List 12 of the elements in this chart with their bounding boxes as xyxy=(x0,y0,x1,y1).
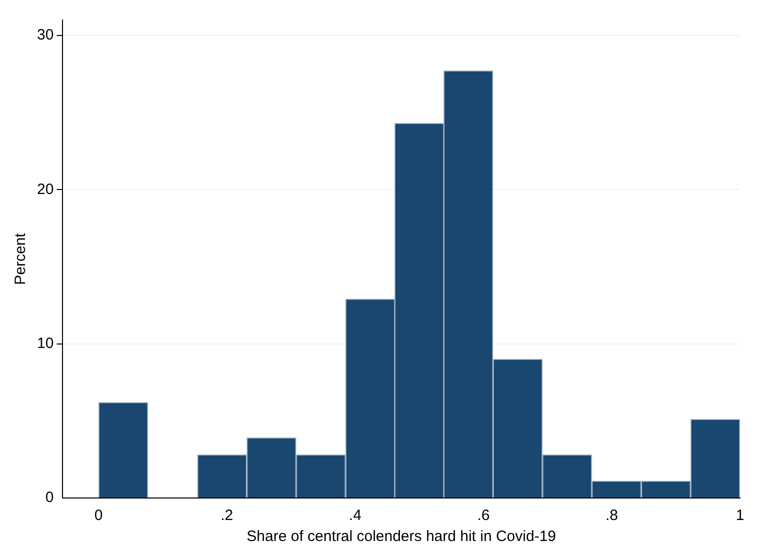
x-tick-label: .6 xyxy=(477,507,490,524)
x-tick-label: .8 xyxy=(605,507,618,524)
y-tick-label: 0 xyxy=(45,489,54,506)
x-tick-label: 0 xyxy=(94,507,103,524)
y-axis-title: Percent xyxy=(12,232,30,285)
x-tick-label: .4 xyxy=(348,507,362,524)
y-tick-label: 10 xyxy=(36,334,54,352)
x-axis-title: Share of central colenders hard hit in Covid-19 xyxy=(246,528,556,546)
y-tick-label: 30 xyxy=(36,26,54,44)
y-tick-label: 20 xyxy=(36,180,54,198)
x-tick-label: 1 xyxy=(736,507,744,524)
x-tick-label: .2 xyxy=(220,507,234,524)
